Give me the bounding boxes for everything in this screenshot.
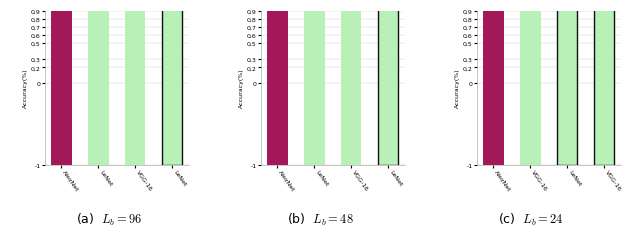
Bar [378,6,398,165]
Bar [594,7,614,165]
Y-axis label: Accuracy(%): Accuracy(%) [455,68,460,108]
Bar [557,5,577,165]
Text: (a)  $L_b = 96$: (a) $L_b = 96$ [76,211,142,227]
Bar [483,5,504,165]
Bar [51,5,72,165]
Bar [88,5,109,165]
Bar [125,5,145,165]
Text: (c)  $L_b = 24$: (c) $L_b = 24$ [499,211,564,227]
Text: (b)  $L_b = 48$: (b) $L_b = 48$ [287,211,353,227]
Bar [520,6,541,165]
Bar [304,5,324,165]
Bar [341,5,362,165]
Y-axis label: Accuracy(%): Accuracy(%) [23,68,28,108]
Y-axis label: Accuracy(%): Accuracy(%) [239,68,244,108]
Bar [162,6,182,165]
Bar [268,5,287,165]
